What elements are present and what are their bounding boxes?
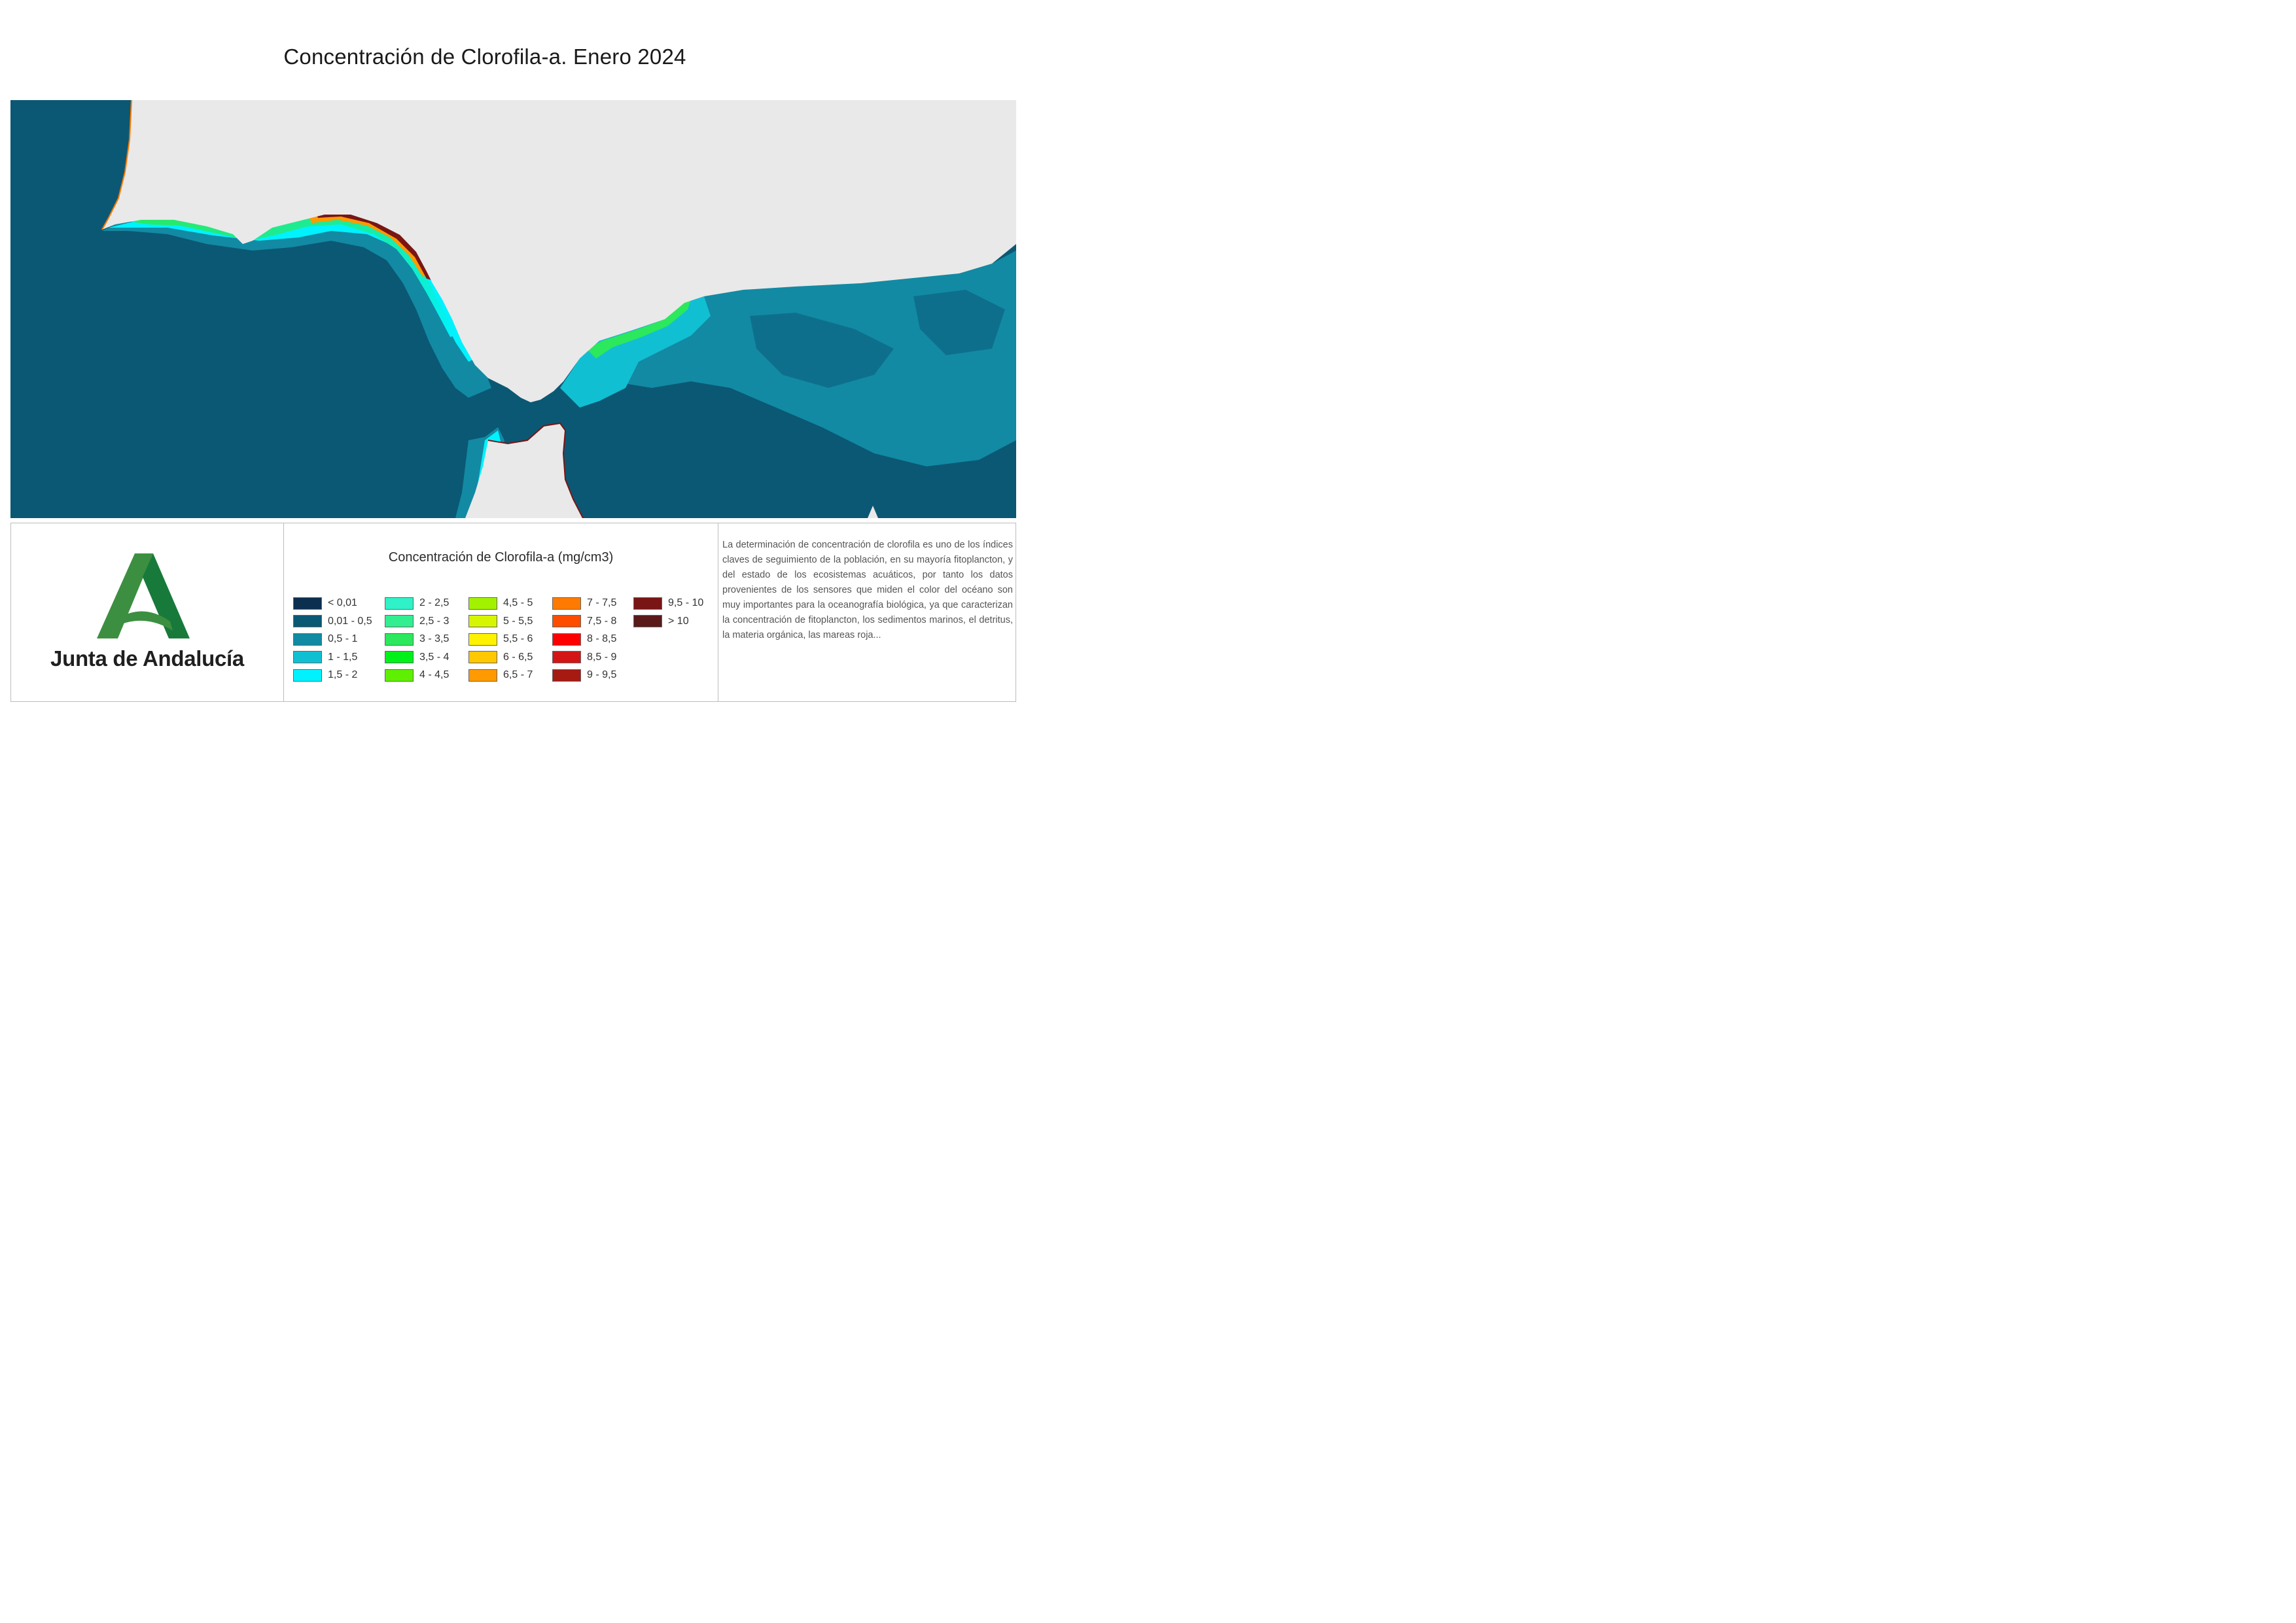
legend-swatch: [385, 651, 414, 663]
legend-item: > 10: [633, 615, 689, 628]
legend-swatch: [633, 615, 662, 627]
legend-swatch: [633, 597, 662, 610]
legend-label: 7,5 - 8: [587, 615, 617, 627]
map-title: Concentración de Clorofila-a. Enero 2024: [283, 44, 686, 69]
legend-label: 8 - 8,5: [587, 633, 617, 644]
legend-item: 2 - 2,5: [385, 597, 449, 610]
junta-andalucia-a-logo: [97, 553, 190, 638]
coastline-morocco: [487, 422, 584, 518]
legend-swatch: [293, 633, 322, 646]
legend-label: 2,5 - 3: [419, 615, 450, 627]
med-coastal-band: [560, 296, 711, 408]
legend-item: 6 - 6,5: [468, 651, 533, 664]
legend-swatch: [552, 651, 581, 663]
legend-item: 4 - 4,5: [385, 669, 449, 682]
legend-label: > 10: [668, 615, 689, 627]
legend-item: 1 - 1,5: [293, 651, 357, 664]
legend-swatch: [552, 597, 581, 610]
info-panel: Junta de Andalucía Concentración de Clor…: [10, 523, 1016, 702]
legend-label: 8,5 - 9: [587, 651, 617, 663]
land-morocco-east: [868, 506, 878, 518]
legend-swatch: [552, 615, 581, 627]
legend-item: 1,5 - 2: [293, 669, 357, 682]
legend-item: 4,5 - 5: [468, 597, 533, 610]
legend-item: 9,5 - 10: [633, 597, 703, 610]
legend-item: 3 - 3,5: [385, 633, 449, 646]
legend-label: 0,5 - 1: [328, 633, 358, 644]
legend-swatch: [468, 651, 497, 663]
legend-item: 6,5 - 7: [468, 669, 533, 682]
legend-item: < 0,01: [293, 597, 357, 610]
legend-label: 3 - 3,5: [419, 633, 450, 644]
legend-label: 3,5 - 4: [419, 651, 450, 663]
land-morocco: [465, 423, 583, 518]
legend-label: < 0,01: [328, 597, 357, 608]
legend-label: 1 - 1,5: [328, 651, 358, 663]
legend-item: 8,5 - 9: [552, 651, 616, 664]
legend-label: 2 - 2,5: [419, 597, 450, 608]
legend-swatch: [293, 597, 322, 610]
land-iberia: [102, 100, 1016, 402]
med-coastal-green: [586, 300, 691, 358]
legend-item: 5,5 - 6: [468, 633, 533, 646]
legend-item: 9 - 9,5: [552, 669, 616, 682]
legend-swatch: [552, 633, 581, 646]
coastline-iberia-west: [101, 100, 132, 230]
legend-item: 5 - 5,5: [468, 615, 533, 628]
legend-label: 5,5 - 6: [503, 633, 533, 644]
legend-label: 7 - 7,5: [587, 597, 617, 608]
legend-title: Concentración de Clorofila-a (mg/cm3): [388, 550, 614, 565]
legend-label: 1,5 - 2: [328, 669, 358, 680]
legend-swatch: [385, 669, 414, 682]
legend-label: 6,5 - 7: [503, 669, 533, 680]
legend-swatch: [385, 597, 414, 610]
legend-swatch: [552, 669, 581, 682]
legend-swatch: [468, 597, 497, 610]
alboran-dark-patch: [913, 290, 1005, 355]
legend-swatch: [293, 651, 322, 663]
coastal-band-mid: [109, 210, 475, 362]
legend-label: 9 - 9,5: [587, 669, 617, 680]
legend-label: 4,5 - 5: [503, 597, 533, 608]
legend-item: 8 - 8,5: [552, 633, 616, 646]
legend-item: 7 - 7,5: [552, 597, 616, 610]
legend-swatch: [468, 615, 497, 627]
legend-swatch: [468, 633, 497, 646]
alboran-dark-patch: [750, 313, 894, 388]
legend-label: 9,5 - 10: [668, 597, 704, 608]
legend-label: 5 - 5,5: [503, 615, 533, 627]
legend-item: 3,5 - 4: [385, 651, 449, 664]
legend-item: 0,5 - 1: [293, 633, 357, 646]
description-cell: La determinación de concentración de clo…: [718, 523, 1016, 701]
description-text: La determinación de concentración de clo…: [722, 540, 1013, 640]
legend-item: 0,01 - 0,5: [293, 615, 372, 628]
legend-swatch: [468, 669, 497, 682]
coastal-very-high-chlorophyll: [315, 209, 431, 280]
coastal-band-outer: [102, 211, 491, 398]
legend-label: 6 - 6,5: [503, 651, 533, 663]
legend-item: 7,5 - 8: [552, 615, 616, 628]
legend-label: 0,01 - 0,5: [328, 615, 372, 627]
legend-swatch: [293, 615, 322, 627]
organization-name: Junta de Andalucía: [50, 646, 244, 671]
legend-swatch: [385, 615, 414, 627]
legend-item: 2,5 - 3: [385, 615, 449, 628]
legend-swatch: [385, 633, 414, 646]
coastal-band-green: [128, 210, 455, 337]
chlorophyll-map: [10, 100, 1016, 518]
legend-label: 4 - 4,5: [419, 669, 450, 680]
legend-cell: Concentración de Clorofila-a (mg/cm3) < …: [284, 523, 718, 701]
logo-cell: Junta de Andalucía: [11, 523, 284, 701]
legend-swatch: [293, 669, 322, 682]
